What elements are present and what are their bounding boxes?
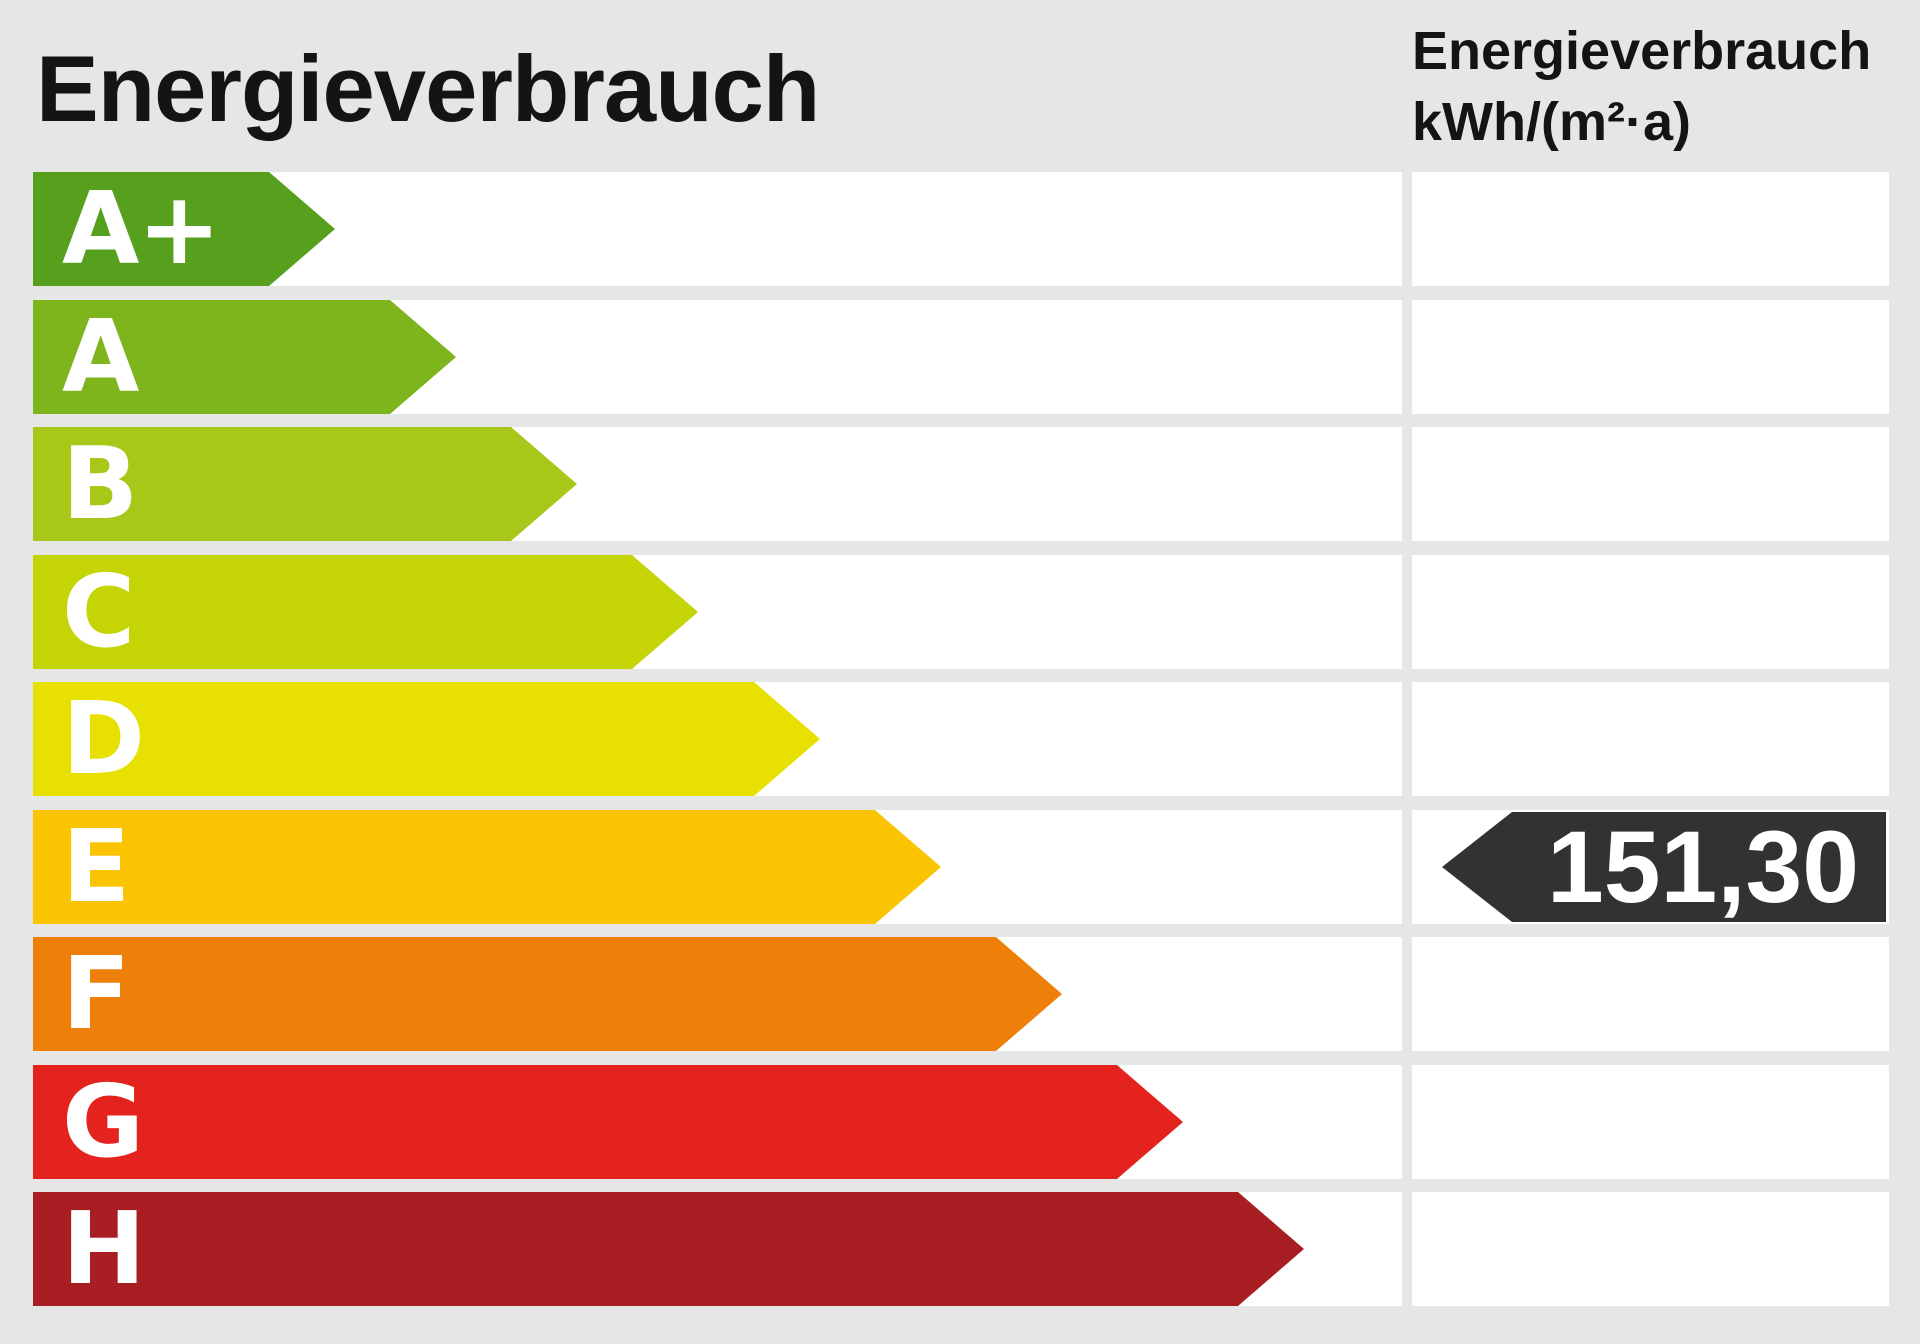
energy-class-bar: A	[33, 300, 456, 414]
value-badge-text: 151,30	[1547, 810, 1859, 924]
page-title: Energieverbrauch	[36, 36, 820, 141]
scale-row-aplus: A+	[0, 172, 1920, 286]
scale-row-c: C	[0, 555, 1920, 669]
energy-class-bar: F	[33, 937, 1062, 1051]
energy-class-bar: B	[33, 427, 577, 541]
energy-class-bar: E	[33, 810, 941, 924]
energy-class-bar: C	[33, 555, 698, 669]
scale-row-f: F	[0, 937, 1920, 1051]
scale-row-g: G	[0, 1065, 1920, 1179]
energy-class-letter: D	[62, 680, 144, 797]
value-column-cell	[1412, 300, 1889, 414]
unit-label: Energieverbrauch kWh/(m²·a)	[1412, 16, 1871, 158]
scale-row-e: 151,30 E	[0, 810, 1920, 924]
energy-class-bar: H	[33, 1192, 1304, 1306]
unit-label-line1: Energieverbrauch	[1412, 21, 1872, 81]
value-column-cell	[1412, 937, 1889, 1051]
energy-class-bar: A+	[33, 172, 335, 286]
energy-class-letter: C	[62, 553, 134, 670]
energy-class-bar: D	[33, 682, 820, 796]
value-badge: 151,30	[1442, 812, 1886, 922]
scale-row-b: B	[0, 427, 1920, 541]
unit-label-line2: kWh/(m²·a)	[1412, 92, 1691, 152]
scale-row-h: H	[0, 1192, 1920, 1306]
scale-row-a: A	[0, 300, 1920, 414]
value-column-cell	[1412, 1065, 1889, 1179]
energy-class-letter: B	[62, 425, 137, 542]
energy-class-letter: E	[62, 808, 129, 925]
value-column-cell	[1412, 682, 1889, 796]
energy-class-letter: H	[62, 1190, 144, 1307]
energy-class-bar: G	[33, 1065, 1183, 1179]
value-column-cell	[1412, 1192, 1889, 1306]
energy-class-letter: A+	[62, 170, 220, 287]
scale-row-d: D	[0, 682, 1920, 796]
energy-class-letter: G	[62, 1063, 143, 1180]
energy-class-letter: F	[62, 935, 129, 1052]
value-column-cell: 151,30	[1412, 810, 1889, 924]
value-column-cell	[1412, 427, 1889, 541]
value-column-cell	[1412, 555, 1889, 669]
energy-class-letter: A	[62, 298, 138, 415]
value-column-cell	[1412, 172, 1889, 286]
